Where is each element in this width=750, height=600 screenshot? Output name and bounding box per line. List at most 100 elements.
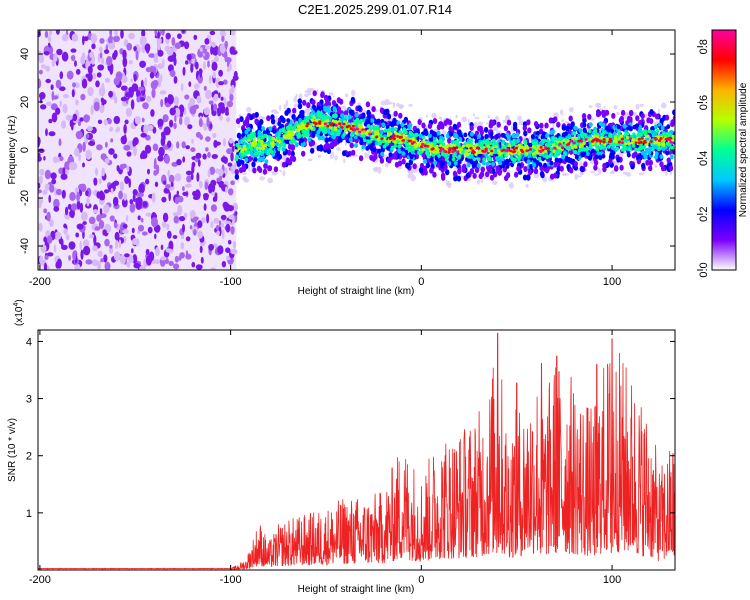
signal-cell	[641, 162, 646, 169]
signal-cell	[432, 150, 436, 154]
noise-speckle	[92, 209, 99, 214]
noise-speckle	[203, 85, 207, 91]
signal-cell	[281, 117, 286, 124]
signal-cell	[571, 136, 575, 140]
signal-cell	[611, 150, 616, 156]
signal-cell	[469, 131, 474, 137]
noise-speckle	[163, 187, 170, 194]
signal-cell	[628, 147, 632, 152]
noise-speckle	[109, 215, 115, 222]
signal-peak-cell	[512, 147, 516, 151]
signal-cell	[548, 117, 554, 124]
signal-peak-cell	[525, 149, 529, 153]
signal-halo	[425, 114, 428, 118]
noise-speckle	[212, 196, 217, 202]
signal-cell	[578, 148, 582, 153]
signal-halo	[293, 96, 298, 103]
noise-speckle	[109, 126, 114, 132]
noise-speckle	[208, 243, 215, 251]
signal-cell	[530, 134, 535, 140]
signal-cell	[286, 118, 291, 123]
signal-halo	[590, 170, 595, 174]
noise-speckle	[177, 195, 184, 203]
noise-speckle	[152, 126, 157, 134]
signal-cell	[377, 141, 382, 146]
signal-cell	[466, 162, 471, 168]
signal-cell	[484, 133, 489, 140]
noise-speckle	[155, 247, 160, 257]
signal-cell	[448, 125, 453, 132]
signal-cell	[447, 119, 453, 126]
signal-cell	[445, 169, 450, 176]
signal-cell	[517, 155, 522, 160]
noise-speckle	[98, 46, 103, 53]
noise-speckle	[121, 85, 126, 91]
signal-cell	[476, 157, 481, 162]
signal-cell	[545, 165, 550, 172]
noise-speckle	[218, 69, 224, 77]
noise-speckle	[168, 260, 174, 267]
signal-cell	[658, 146, 662, 151]
signal-cell	[274, 138, 278, 142]
noise-speckle	[38, 152, 41, 158]
signal-halo	[633, 111, 637, 117]
signal-cell	[649, 118, 654, 125]
noise-speckle	[227, 205, 234, 212]
signal-halo	[396, 102, 400, 107]
signal-cell	[479, 142, 484, 146]
noise-speckle	[76, 200, 81, 210]
signal-peak-cell	[538, 149, 542, 153]
signal-cell	[526, 119, 531, 126]
noise-speckle	[161, 196, 167, 203]
noise-speckle	[134, 116, 141, 125]
signal-cell	[647, 150, 652, 155]
noise-speckle	[199, 69, 203, 78]
signal-cell	[637, 132, 642, 137]
noise-speckle	[182, 66, 186, 76]
signal-cell	[268, 126, 273, 132]
noise-speckle	[140, 218, 144, 223]
noise-speckle	[161, 220, 167, 228]
signal-cell	[429, 129, 434, 135]
signal-cell	[405, 145, 409, 150]
noise-speckle	[79, 117, 84, 122]
chart-title: C2E1.2025.299.01.07.R14	[298, 2, 452, 17]
signal-halo	[612, 169, 615, 172]
signal-cell	[482, 157, 486, 162]
signal-peak-cell	[602, 140, 606, 144]
signal-cell	[516, 165, 521, 172]
signal-peak-cell	[439, 149, 443, 153]
signal-cell	[357, 105, 362, 112]
noise-speckle	[113, 77, 120, 86]
noise-speckle	[229, 138, 234, 144]
signal-cell	[275, 142, 280, 146]
signal-cell	[514, 140, 518, 145]
snr-y-tick-label: 4	[26, 336, 32, 348]
signal-cell	[453, 160, 458, 166]
signal-halo	[295, 93, 298, 98]
signal-cell	[401, 151, 406, 157]
noise-speckle	[216, 230, 221, 236]
signal-cell	[350, 96, 356, 103]
signal-cell	[306, 102, 311, 109]
noise-speckle	[86, 133, 90, 139]
signal-cell	[257, 167, 263, 173]
signal-cell	[409, 132, 414, 136]
signal-cell	[630, 141, 634, 145]
signal-cell	[670, 119, 675, 126]
noise-speckle	[51, 178, 57, 185]
signal-cell	[390, 145, 395, 150]
signal-cell	[438, 139, 443, 144]
noise-speckle	[176, 158, 182, 166]
noise-speckle	[179, 252, 185, 259]
noise-speckle	[193, 34, 198, 41]
signal-cell	[326, 148, 332, 155]
noise-speckle	[213, 217, 220, 224]
signal-cell	[648, 159, 653, 166]
signal-cell	[329, 142, 334, 148]
noise-speckle	[167, 94, 172, 100]
noise-speckle	[182, 186, 185, 192]
signal-cell	[593, 129, 597, 134]
noise-speckle	[213, 90, 219, 96]
noise-speckle	[144, 144, 152, 154]
